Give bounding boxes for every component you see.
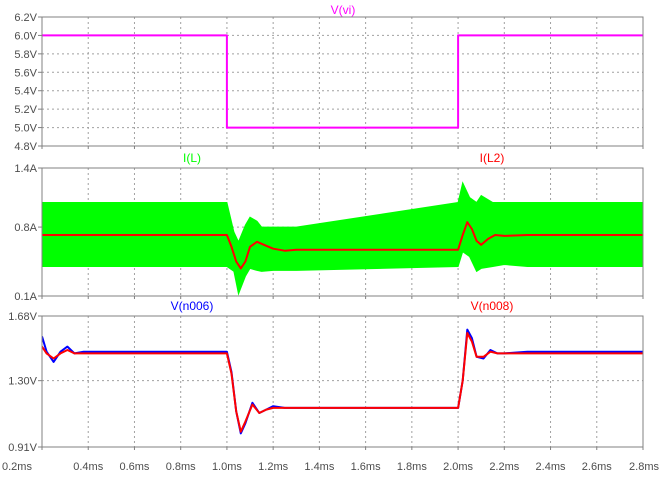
series-i-l2-line [42, 221, 643, 270]
x-tick-label: 1.6ms [351, 461, 381, 473]
y-tick-label: 1.4A [14, 163, 37, 175]
y-tick-label: 6.2V [14, 12, 37, 24]
y-tick-label: 5.4V [14, 86, 37, 98]
pane-voltage-input-frame [41, 16, 644, 147]
x-tick-label: 2.0ms [443, 461, 473, 473]
pane-voltage-input-traces [42, 34, 643, 129]
y-tick-label: 0.91V [8, 442, 37, 454]
x-tick-label: 0.2ms [2, 461, 32, 473]
x-tick-label: 0.8ms [166, 461, 196, 473]
pane-inductor-current-y-axis: 1.4A 0.8A 0.1A [14, 163, 42, 303]
x-tick-label: 2.2ms [489, 461, 519, 473]
y-tick-label: 0.1A [14, 291, 37, 303]
x-tick-label: 1.8ms [397, 461, 427, 473]
pane-voltage-input-y-axis: 6.2V 6.0V 5.8V 5.6V 5.4V 5.2V 5.0V 4.8V [14, 12, 42, 153]
legend-i-l2[interactable]: I(L2) [480, 151, 505, 165]
legend-v-vi[interactable]: V(vi) [331, 3, 356, 17]
y-tick-label: 5.6V [14, 67, 37, 79]
x-tick-label: 2.4ms [536, 461, 566, 473]
y-tick-label: 1.68V [8, 311, 37, 323]
pane-output-voltage-frame [41, 315, 644, 448]
pane-inductor-current: 1.4A 0.8A 0.1A I(L) I(L2) [14, 151, 644, 303]
y-tick-label: 6.0V [14, 30, 37, 42]
y-tick-label: 5.2V [14, 104, 37, 116]
x-tick-label: 2.6ms [582, 461, 612, 473]
x-tick-label: 1.2ms [258, 461, 288, 473]
legend-v-n006[interactable]: V(n006) [171, 299, 214, 313]
pane-inductor-current-frame [41, 167, 644, 297]
x-tick-label: 0.4ms [73, 461, 103, 473]
y-tick-label: 0.8A [14, 222, 37, 234]
series-i-l-envelope [42, 181, 643, 296]
pane-output-voltage-y-axis: 1.68V 1.30V 0.91V [8, 311, 42, 454]
series-v-n008-line [42, 332, 643, 433]
x-tick-label: 0.6ms [119, 461, 149, 473]
y-tick-label: 1.30V [8, 376, 37, 388]
pane-voltage-input: 6.2V 6.0V 5.8V 5.6V 5.4V 5.2V 5.0V 4.8V V(vi) [14, 3, 644, 153]
legend-i-l[interactable]: I(L) [183, 151, 201, 165]
legend-v-n008[interactable]: V(n008) [471, 299, 514, 313]
pane-output-voltage-traces [42, 328, 643, 435]
x-tick-label: 1.0ms [212, 461, 242, 473]
series-v-vi-line [42, 34, 643, 129]
y-tick-label: 4.8V [14, 141, 37, 153]
pane-output-voltage: 1.68V 1.30V 0.91V V(n006) V(n008) [8, 299, 644, 454]
pane-output-voltage-grid [41, 316, 644, 450]
x-tick-label: 2.8ms [629, 461, 659, 473]
y-tick-label: 5.8V [14, 49, 37, 61]
x-tick-label: 1.4ms [304, 461, 334, 473]
pane-inductor-current-traces [42, 181, 643, 296]
y-tick-label: 5.0V [14, 123, 37, 135]
x-axis: 0.2ms 0.4ms 0.6ms 0.8ms 1.0ms 1.2ms 1.4ms 1.6ms… [2, 461, 659, 473]
